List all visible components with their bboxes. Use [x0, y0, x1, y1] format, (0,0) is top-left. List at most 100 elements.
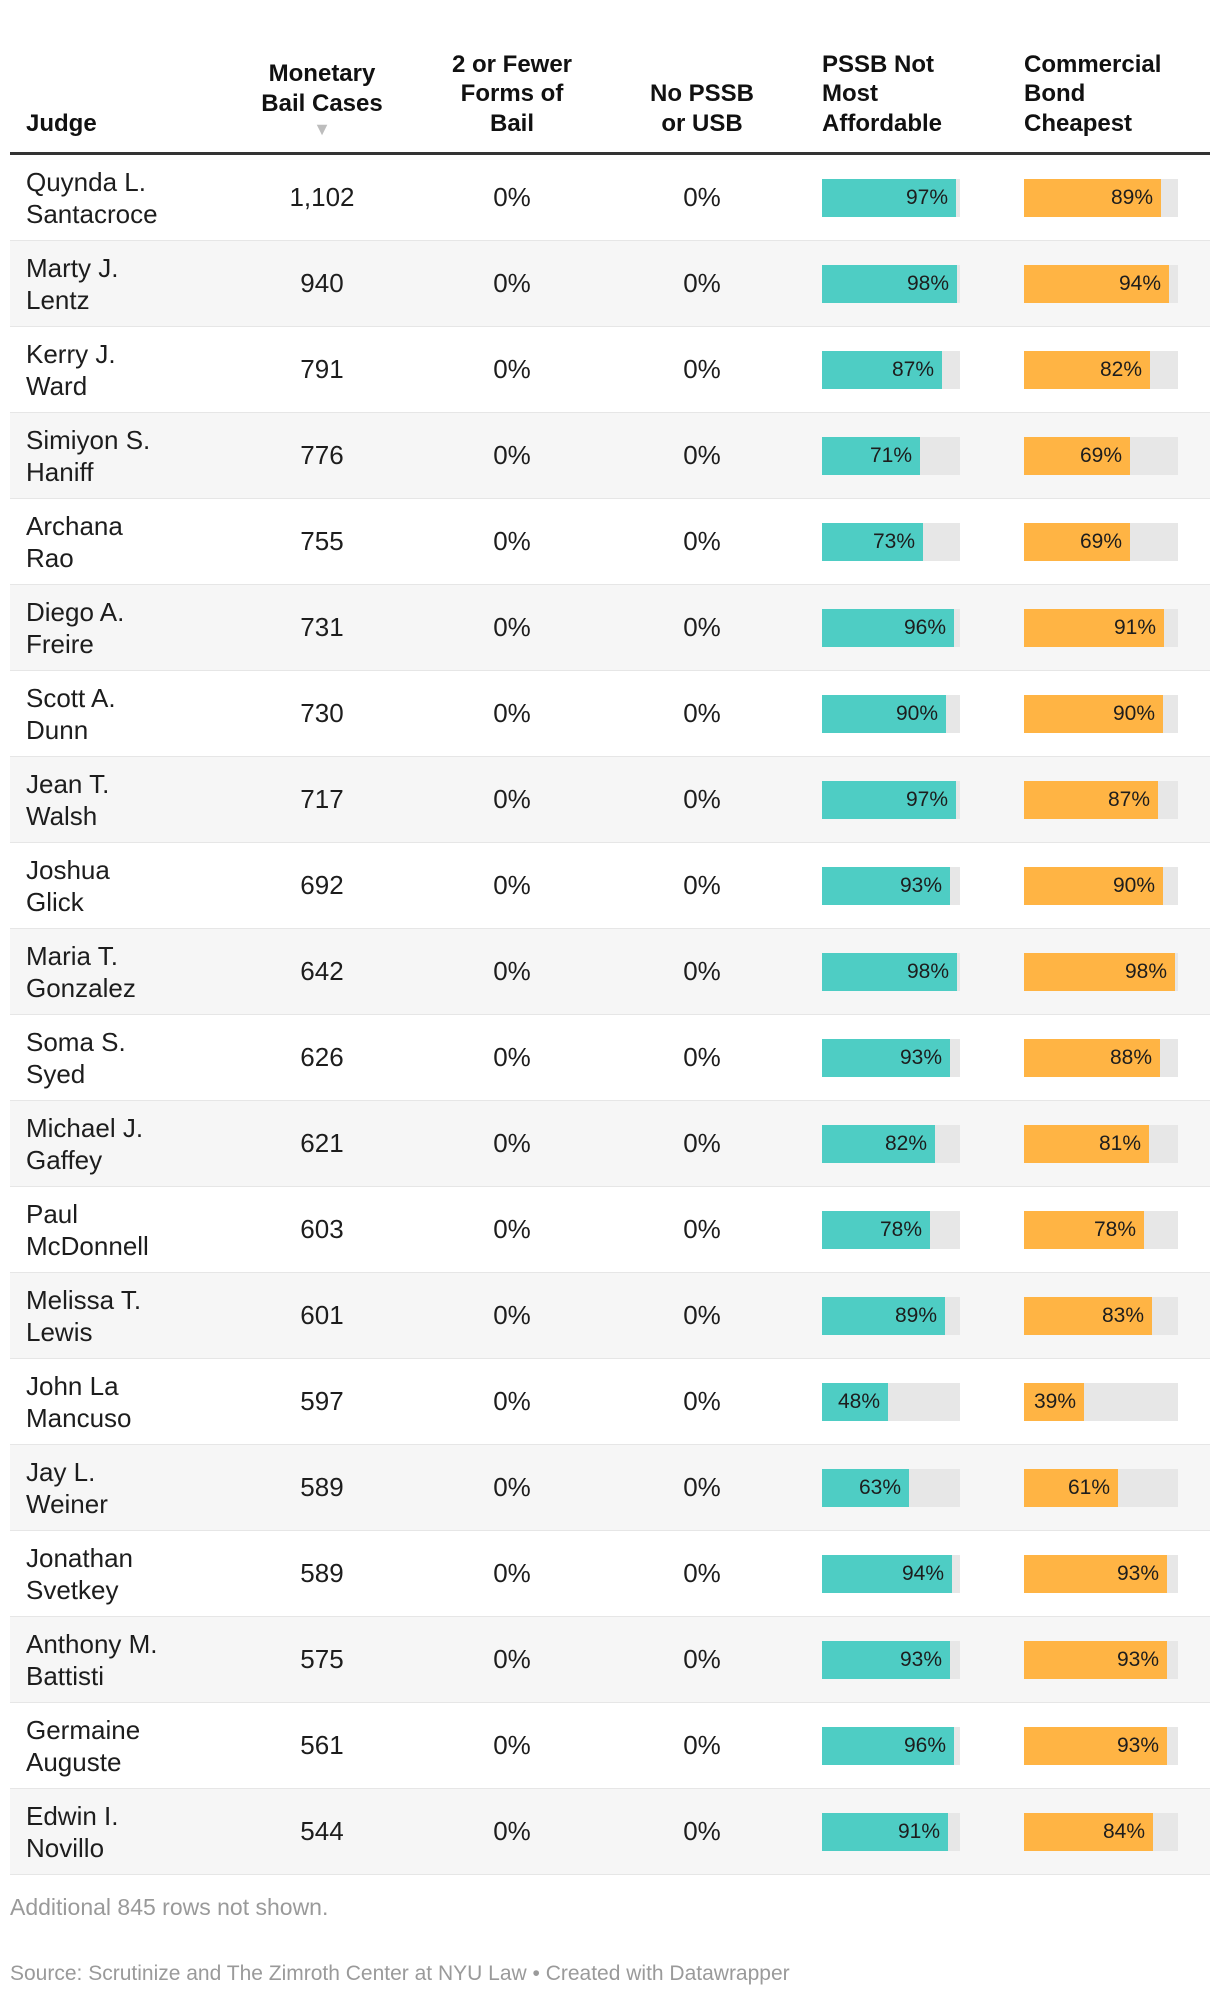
- no-pssb-value: 0%: [683, 698, 721, 728]
- commercial-bond-cheapest-bar: [1024, 1727, 1167, 1765]
- no-pssb-value: 0%: [683, 1214, 721, 1244]
- pssb-not-affordable-bar: [822, 953, 957, 991]
- header-pssb-not-affordable[interactable]: PSSB Not Most Affordable: [822, 50, 942, 137]
- monetary-bail-cases: 561: [300, 1730, 344, 1760]
- no-pssb-value: 0%: [683, 1558, 721, 1588]
- judge-name-line: Jonathan: [26, 1543, 133, 1573]
- pssb-not-affordable-bar-label: 91%: [898, 1820, 941, 1843]
- commercial-bond-cheapest-bar-track: 89%: [1024, 179, 1178, 217]
- pssb-not-affordable-bar-label: 93%: [900, 1648, 943, 1671]
- table-row: Scott A. Dunn 730 0% 0% 90% 90%: [10, 671, 1210, 757]
- judge-name-line: Gaffey: [26, 1145, 103, 1175]
- judge-name-line: Santacroce: [26, 199, 158, 229]
- no-pssb-value: 0%: [683, 870, 721, 900]
- judge-name-line: Paul: [26, 1199, 79, 1229]
- commercial-bond-cheapest-bar-label: 89%: [1111, 186, 1154, 209]
- judge-name-line: Syed: [26, 1059, 86, 1089]
- judge-name: Quynda L. Santacroce: [26, 166, 236, 230]
- pssb-not-affordable-bar: [822, 1555, 952, 1593]
- monetary-bail-cases: 940: [300, 268, 344, 298]
- commercial-bond-cheapest-bar: [1024, 1039, 1160, 1077]
- header-judge[interactable]: Judge: [26, 109, 97, 137]
- table-row: Jay L. Weiner 589 0% 0% 63% 61%: [10, 1445, 1210, 1531]
- monetary-bail-cases: 776: [300, 440, 344, 470]
- table-row: Diego A. Freire 731 0% 0% 96% 91%: [10, 585, 1210, 671]
- monetary-bail-cases: 717: [300, 784, 344, 814]
- header-monetary-bail-cases[interactable]: Monetary Bail Cases ▼: [210, 59, 434, 138]
- table-row: Marty J. Lentz 940 0% 0% 98% 94%: [10, 241, 1210, 327]
- monetary-bail-cases: 597: [300, 1386, 344, 1416]
- two-or-fewer-value: 0%: [493, 1386, 531, 1416]
- table-row: Quynda L. Santacroce 1,102 0% 0% 97% 89%: [10, 155, 1210, 241]
- judge-name-line: Svetkey: [26, 1575, 119, 1605]
- commercial-bond-cheapest-bar-track: 98%: [1024, 953, 1178, 991]
- commercial-bond-cheapest-bar: [1024, 1641, 1167, 1679]
- two-or-fewer-value: 0%: [493, 1214, 531, 1244]
- header-two-or-fewer[interactable]: 2 or Fewer Forms of Bail: [451, 50, 573, 137]
- pssb-not-affordable-bar-track: 63%: [822, 1469, 960, 1507]
- pssb-not-affordable-bar-track: 97%: [822, 179, 960, 217]
- two-or-fewer-value: 0%: [493, 1472, 531, 1502]
- commercial-bond-cheapest-bar-track: 84%: [1024, 1813, 1178, 1851]
- pssb-not-affordable-bar-track: 96%: [822, 1727, 960, 1765]
- commercial-bond-cheapest-bar: [1024, 1383, 1084, 1421]
- judge-name-line: Soma S.: [26, 1027, 126, 1057]
- commercial-bond-cheapest-bar-track: 90%: [1024, 695, 1178, 733]
- table-row: Maria T. Gonzalez 642 0% 0% 98% 98%: [10, 929, 1210, 1015]
- judge-name: Scott A. Dunn: [26, 682, 236, 746]
- commercial-bond-cheapest-bar-track: 94%: [1024, 265, 1178, 303]
- monetary-bail-cases: 544: [300, 1816, 344, 1846]
- header-no-pssb[interactable]: No PSSB or USB: [649, 80, 754, 137]
- commercial-bond-cheapest-bar: [1024, 523, 1130, 561]
- pssb-not-affordable-bar: [822, 1469, 909, 1507]
- judge-name: Jonathan Svetkey: [26, 1542, 236, 1606]
- monetary-bail-cases: 603: [300, 1214, 344, 1244]
- commercial-bond-cheapest-bar-track: 83%: [1024, 1297, 1178, 1335]
- commercial-bond-cheapest-bar-track: 61%: [1024, 1469, 1178, 1507]
- commercial-bond-cheapest-bar: [1024, 695, 1163, 733]
- pssb-not-affordable-bar-label: 48%: [838, 1390, 881, 1413]
- pssb-not-affordable-bar-label: 97%: [906, 788, 949, 811]
- commercial-bond-cheapest-bar-label: 91%: [1114, 616, 1157, 639]
- pssb-not-affordable-bar: [822, 1211, 930, 1249]
- pssb-not-affordable-bar-track: 98%: [822, 265, 960, 303]
- judge-name-line: Battisti: [26, 1661, 105, 1691]
- no-pssb-value: 0%: [683, 1730, 721, 1760]
- header-commercial-bond[interactable]: Commercial Bond Cheapest: [1024, 50, 1162, 137]
- two-or-fewer-value: 0%: [493, 1042, 531, 1072]
- table-row: Germaine Auguste 561 0% 0% 96% 93%: [10, 1703, 1210, 1789]
- monetary-bail-cases: 589: [300, 1472, 344, 1502]
- pssb-not-affordable-bar-label: 96%: [904, 616, 947, 639]
- judge-name: Anthony M. Battisti: [26, 1628, 236, 1692]
- no-pssb-value: 0%: [683, 956, 721, 986]
- no-pssb-value: 0%: [683, 268, 721, 298]
- commercial-bond-cheapest-bar-track: 93%: [1024, 1555, 1178, 1593]
- pssb-not-affordable-bar-label: 98%: [907, 960, 950, 983]
- commercial-bond-cheapest-bar: [1024, 1297, 1152, 1335]
- monetary-bail-cases: 589: [300, 1558, 344, 1588]
- pssb-not-affordable-bar: [822, 1039, 950, 1077]
- judge-name: Simiyon S. Haniff: [26, 424, 236, 488]
- judge-name-line: Anthony M.: [26, 1629, 158, 1659]
- pssb-not-affordable-bar-track: 73%: [822, 523, 960, 561]
- commercial-bond-cheapest-bar-track: 90%: [1024, 867, 1178, 905]
- pssb-not-affordable-bar-track: 90%: [822, 695, 960, 733]
- pssb-not-affordable-bar-label: 89%: [895, 1304, 938, 1327]
- commercial-bond-cheapest-bar-label: 69%: [1080, 530, 1123, 553]
- commercial-bond-cheapest-bar-track: 93%: [1024, 1727, 1178, 1765]
- two-or-fewer-value: 0%: [493, 1730, 531, 1760]
- table-row: Archana Rao 755 0% 0% 73% 69%: [10, 499, 1210, 585]
- judge-name-line: Edwin I.: [26, 1801, 119, 1831]
- pssb-not-affordable-bar: [822, 1813, 948, 1851]
- two-or-fewer-value: 0%: [493, 182, 531, 212]
- pssb-not-affordable-bar-label: 93%: [900, 874, 943, 897]
- no-pssb-value: 0%: [683, 526, 721, 556]
- no-pssb-value: 0%: [683, 1042, 721, 1072]
- pssb-not-affordable-bar-track: 91%: [822, 1813, 960, 1851]
- judge-name-line: Germaine: [26, 1715, 141, 1745]
- commercial-bond-cheapest-bar-label: 78%: [1094, 1218, 1137, 1241]
- table-row: Simiyon S. Haniff 776 0% 0% 71% 69%: [10, 413, 1210, 499]
- commercial-bond-cheapest-bar-label: 93%: [1117, 1648, 1160, 1671]
- pssb-not-affordable-bar: [822, 351, 942, 389]
- no-pssb-value: 0%: [683, 1128, 721, 1158]
